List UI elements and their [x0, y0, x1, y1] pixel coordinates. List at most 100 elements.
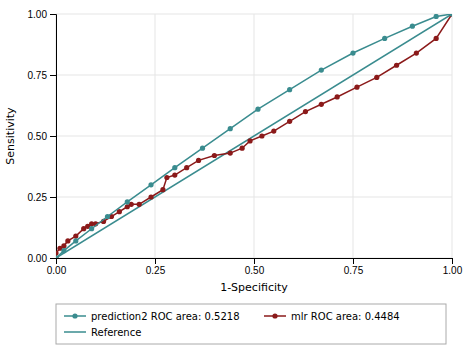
series-point — [137, 202, 142, 207]
series-point — [184, 165, 189, 170]
series-point — [160, 187, 165, 192]
series-point — [172, 165, 177, 170]
series-point — [172, 172, 177, 177]
y-tick-label: 0.50 — [28, 131, 48, 142]
legend-label: Reference — [91, 327, 141, 338]
x-tick-mark — [155, 258, 156, 264]
x-tick-label: 0.00 — [47, 265, 67, 276]
plot: 0.00 0.25 0.50 0.75 1.00 0.00 0.25 0.50 0.75 1.00… — [4, 9, 463, 344]
x-tick-mark — [353, 258, 354, 264]
grid-line-y — [56, 75, 452, 76]
y-tick-label: 0.00 — [28, 253, 48, 264]
series-point — [414, 50, 419, 55]
x-tick: 0.50 — [245, 258, 265, 276]
series-point — [382, 36, 387, 41]
series-point — [394, 63, 399, 68]
y-tick-mark — [50, 75, 56, 76]
y-axis-line — [50, 15, 57, 259]
series-line — [56, 14, 452, 258]
y-tick-mark — [50, 258, 56, 259]
series — [56, 14, 452, 258]
series-point — [73, 233, 78, 238]
y-tick: 0.25 — [28, 192, 56, 203]
legend-item: Reference — [64, 327, 141, 338]
series-point — [164, 175, 169, 180]
x-tick-mark — [452, 258, 453, 264]
legend-label: mlr ROC area: 0.4484 — [291, 311, 400, 322]
series-point — [449, 14, 452, 17]
series-point — [240, 146, 245, 151]
grid-line-y — [56, 197, 452, 198]
series-point — [374, 75, 379, 80]
series-point — [449, 14, 452, 17]
series-point — [247, 138, 252, 143]
y-axis-title: Sensitivity — [4, 107, 17, 165]
y-tick: 0.00 — [28, 253, 56, 264]
series-point — [65, 238, 70, 243]
series-point — [196, 158, 201, 163]
x-tick: 0.00 — [47, 258, 67, 276]
series-point — [228, 126, 233, 131]
series-point — [354, 85, 359, 90]
y-tick: 1.00 — [28, 9, 56, 20]
series-point — [255, 107, 260, 112]
x-axis-line — [57, 259, 453, 265]
legend-item: prediction2 ROC area: 0.5218 — [64, 311, 240, 322]
series-point — [434, 36, 439, 41]
chart: 0.00 0.25 0.50 0.75 1.00 0.00 0.25 0.50 0.75 1.00… — [0, 0, 474, 350]
legend: prediction2 ROC area: 0.5218 mlr ROC area… — [56, 304, 446, 344]
y-tick: 0.50 — [28, 131, 56, 142]
series-point — [200, 146, 205, 151]
series-point — [56, 255, 59, 258]
series-point — [350, 50, 355, 55]
x-tick: 1.00 — [443, 258, 463, 276]
y-tick-mark — [50, 197, 56, 198]
y-tick-label: 0.25 — [28, 192, 48, 203]
x-axis: 0.00 0.25 0.50 0.75 1.00 — [47, 258, 463, 276]
grid — [56, 14, 452, 258]
x-tick-label: 0.50 — [245, 265, 265, 276]
y-axis: 0.00 0.25 0.50 0.75 1.00 — [28, 9, 57, 264]
x-tick-label: 1.00 — [443, 265, 463, 276]
legend-label: prediction2 ROC area: 0.5218 — [91, 311, 240, 322]
series-point — [319, 102, 324, 107]
y-tick-mark — [50, 136, 56, 137]
series-line — [56, 14, 452, 258]
y-tick-mark — [50, 14, 56, 15]
series-point — [303, 109, 308, 114]
data — [56, 14, 452, 258]
series-point — [212, 153, 217, 158]
y-tick-label: 1.00 — [28, 9, 48, 20]
series — [56, 14, 452, 258]
series-point — [73, 238, 78, 243]
series-point — [105, 214, 110, 219]
legend-item: mlr ROC area: 0.4484 — [264, 311, 400, 322]
x-tick-label: 0.25 — [146, 265, 166, 276]
x-axis-title: 1-Specificity — [220, 281, 288, 294]
series-point — [287, 87, 292, 92]
series-point — [61, 243, 66, 248]
x-tick: 0.25 — [146, 258, 166, 276]
grid-line-y — [56, 14, 452, 15]
series-point — [434, 14, 439, 19]
y-tick-label: 0.75 — [28, 70, 48, 81]
series-point — [89, 226, 94, 231]
series-point — [148, 182, 153, 187]
legend-frame — [56, 304, 446, 344]
series-point — [148, 194, 153, 199]
x-tick: 0.75 — [344, 258, 364, 276]
legend-marker — [72, 313, 77, 318]
series-point — [287, 119, 292, 124]
x-tick-mark — [254, 258, 255, 264]
series-point — [125, 199, 130, 204]
series-line — [56, 14, 452, 258]
series — [56, 14, 452, 258]
series-point — [319, 68, 324, 73]
series-point — [410, 24, 415, 29]
legend-swatch — [64, 331, 86, 333]
series-point — [271, 129, 276, 134]
y-tick: 0.75 — [28, 70, 56, 81]
legend-marker — [272, 313, 277, 318]
series-point — [61, 248, 66, 253]
x-tick-label: 0.75 — [344, 265, 364, 276]
